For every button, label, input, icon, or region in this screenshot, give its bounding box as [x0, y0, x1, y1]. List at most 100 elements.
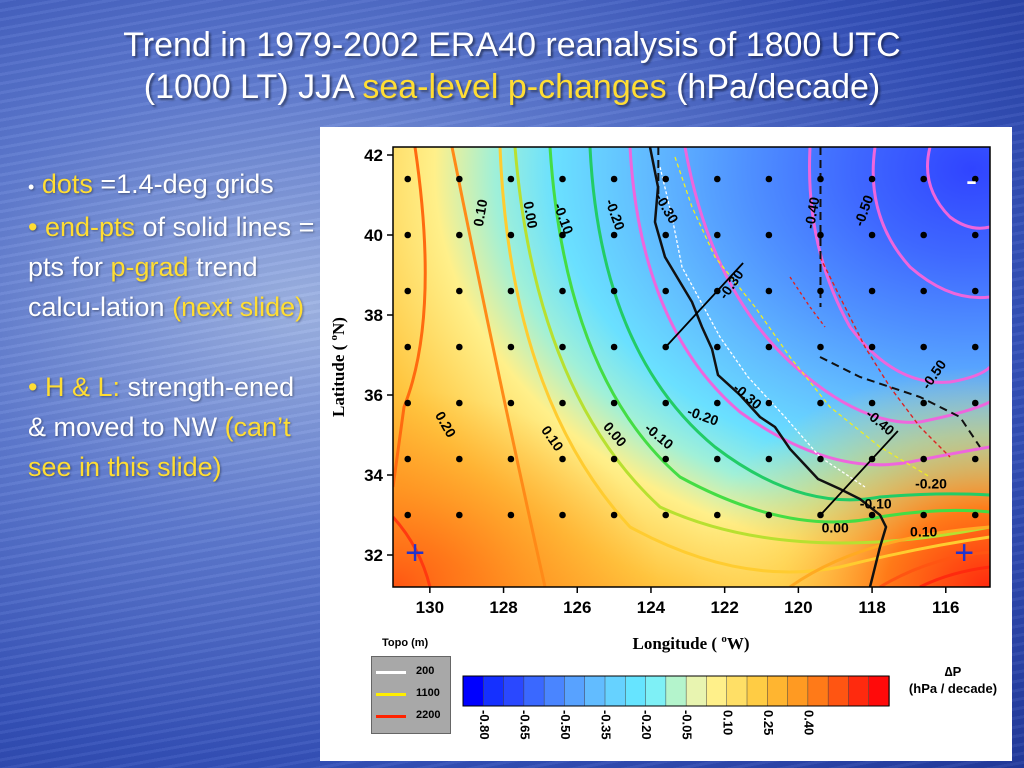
grid-dot — [868, 175, 876, 183]
colorbar-tick-label: -0.50 — [558, 710, 573, 740]
title-line-2: (1000 LT) JJA sea-level p-changes (hPa/d… — [0, 66, 1024, 108]
colorbar-tick-label: -0.05 — [680, 710, 695, 740]
topo-legend-label-200: 200 — [416, 665, 435, 677]
y-tick-label: 40 — [364, 226, 383, 245]
grid-dot — [817, 287, 824, 295]
grid-dot — [404, 287, 412, 295]
contour-label: 0.00 — [822, 520, 849, 536]
colorbar-swatch — [584, 675, 606, 707]
grid-dot — [662, 175, 670, 183]
x-tick-label: 116 — [932, 598, 959, 617]
topo-2200m — [819, 256, 951, 458]
grid-dot — [404, 343, 412, 351]
grid-dot — [713, 343, 721, 351]
bullet-2-highlight-3: (next slide) — [172, 292, 305, 322]
contour-minus-0.30 — [628, 147, 990, 467]
bullet-3-text: strength-ened & moved to NW — [28, 372, 295, 442]
grid-dot — [868, 455, 876, 463]
grid-dot — [404, 175, 412, 183]
trend-endpoint-lines — [665, 262, 899, 516]
colorbar-swatch — [523, 675, 545, 707]
colorbar-swatch — [685, 675, 708, 707]
grid-dot — [507, 287, 515, 295]
bullet-3: • H & L: strength-ened & moved to NW (ca… — [28, 367, 318, 487]
grid-dot — [920, 343, 927, 351]
high-marker: + — [405, 534, 425, 572]
grid-dot — [765, 343, 773, 351]
high-low-markers: - + + — [405, 162, 977, 572]
grid-dot — [817, 399, 824, 407]
grid-dot — [817, 343, 824, 351]
contour-label: -0.40 — [801, 195, 822, 229]
grid-dot — [559, 175, 566, 183]
y-tick-label: 42 — [364, 146, 383, 165]
topo-legend-line-2200 — [376, 715, 406, 718]
colorbar-frame — [462, 675, 890, 707]
colorbar-tick-label: 0.40 — [801, 710, 816, 735]
colorbar-swatch — [746, 675, 769, 707]
colorbar-swatch — [543, 675, 566, 707]
x-tick-label: 124 — [637, 598, 666, 617]
contour-label: -0.20 — [915, 476, 947, 492]
grid-dot — [559, 287, 566, 295]
contour-lines — [393, 147, 990, 587]
contour-minus-0.10 — [548, 147, 990, 524]
grid-dot — [765, 455, 773, 463]
low-marker: - — [966, 162, 977, 200]
topo-legend-row-200: 200 — [376, 665, 448, 679]
topo-legend-label-2200: 2200 — [416, 709, 441, 721]
grid-dot — [456, 231, 463, 239]
trend-line — [819, 430, 899, 516]
coastline-and-topography — [648, 147, 951, 587]
map-field: 0.10 0.00 -0.10 -0.20 -0.30-0.30-0.40 -0.50-0… — [393, 147, 990, 587]
grid-dot — [507, 511, 515, 519]
grid-dot — [456, 287, 463, 295]
topo-legend-label-1100: 1100 — [416, 687, 440, 699]
grid-dot — [713, 287, 721, 295]
bullet-2: • end-pts of solid lines = pts for p-gra… — [28, 207, 318, 327]
contour-label: 0.00 — [520, 200, 541, 230]
colorbar-swatch — [665, 675, 687, 707]
x-tick-label: 120 — [784, 598, 812, 617]
contour-0.10-west — [450, 147, 547, 587]
colorbar-title-symbol: ∆P — [944, 664, 962, 679]
trend-map-chart: 0.10 0.00 -0.10 -0.20 -0.30-0.30-0.40 -0.50-0… — [328, 146, 991, 740]
grid-dot — [456, 399, 463, 407]
grid-dot — [610, 399, 618, 407]
bullet-1-dot: • — [28, 177, 35, 197]
colorbar-swatch — [503, 675, 525, 707]
colorbar-swatch — [848, 675, 870, 707]
bullet-1-highlight: dots — [41, 169, 93, 199]
grid-dot — [456, 343, 463, 351]
grid-dot — [713, 175, 721, 183]
colorbar-title: ∆P (hPa / decade) — [898, 663, 1008, 697]
colorbar-tick-label: 0.25 — [761, 710, 776, 735]
grid-dot — [971, 399, 979, 407]
grid-dot — [971, 231, 979, 239]
grid-dot — [404, 399, 412, 407]
colorbar-tick-label: -0.65 — [517, 710, 532, 740]
colorbar-swatch — [645, 675, 667, 707]
grid-dot — [971, 511, 979, 519]
y-tick-label: 34 — [364, 466, 383, 485]
grid-dot — [920, 511, 927, 519]
colorbar-tick-label: -0.35 — [599, 710, 614, 740]
grid-dot — [971, 455, 979, 463]
grid-dot — [817, 511, 824, 519]
topo-legend-row-2200: 2200 — [376, 709, 448, 723]
y-tick-label: 32 — [364, 546, 383, 565]
topo-1100m — [674, 156, 931, 478]
contour-label: -0.10 — [860, 496, 892, 512]
grid-dot — [559, 511, 566, 519]
bullet-2-dot: • — [28, 212, 38, 242]
colorbar-swatch — [787, 675, 809, 707]
grid-dot — [507, 231, 515, 239]
contour-0.30-east — [919, 565, 990, 587]
grid-dot — [610, 175, 618, 183]
contour-minus-0.50 — [808, 147, 990, 384]
x-tick-label: 128 — [489, 598, 517, 617]
grid-dot — [559, 399, 566, 407]
contour-label: 0.10 — [910, 524, 937, 540]
grid-dot — [817, 175, 824, 183]
x-tick-label: 122 — [710, 598, 738, 617]
